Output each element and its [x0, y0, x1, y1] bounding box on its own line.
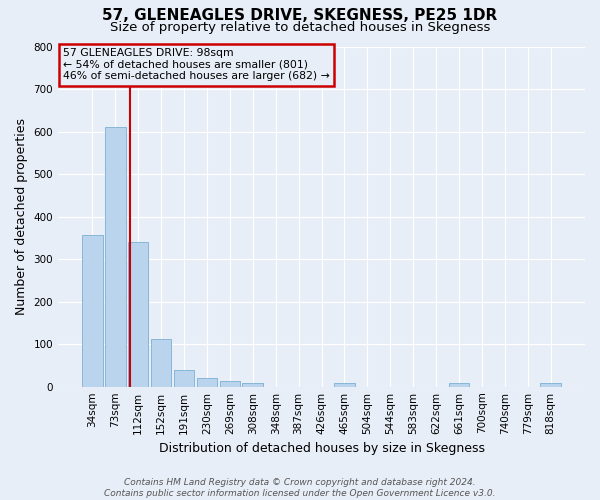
Bar — [128, 242, 148, 386]
Bar — [105, 127, 125, 386]
Bar — [541, 384, 561, 386]
Text: 57, GLENEAGLES DRIVE, SKEGNESS, PE25 1DR: 57, GLENEAGLES DRIVE, SKEGNESS, PE25 1DR — [103, 8, 497, 22]
Text: 57 GLENEAGLES DRIVE: 98sqm
← 54% of detached houses are smaller (801)
46% of sem: 57 GLENEAGLES DRIVE: 98sqm ← 54% of deta… — [64, 48, 330, 82]
Text: Contains HM Land Registry data © Crown copyright and database right 2024.
Contai: Contains HM Land Registry data © Crown c… — [104, 478, 496, 498]
Bar — [197, 378, 217, 386]
X-axis label: Distribution of detached houses by size in Skegness: Distribution of detached houses by size … — [158, 442, 485, 455]
Bar — [449, 384, 469, 386]
Bar — [173, 370, 194, 386]
Bar — [334, 384, 355, 386]
Bar — [82, 235, 103, 386]
Text: Size of property relative to detached houses in Skegness: Size of property relative to detached ho… — [110, 21, 490, 34]
Bar — [242, 384, 263, 386]
Bar — [151, 338, 172, 386]
Bar — [220, 381, 240, 386]
Y-axis label: Number of detached properties: Number of detached properties — [15, 118, 28, 315]
